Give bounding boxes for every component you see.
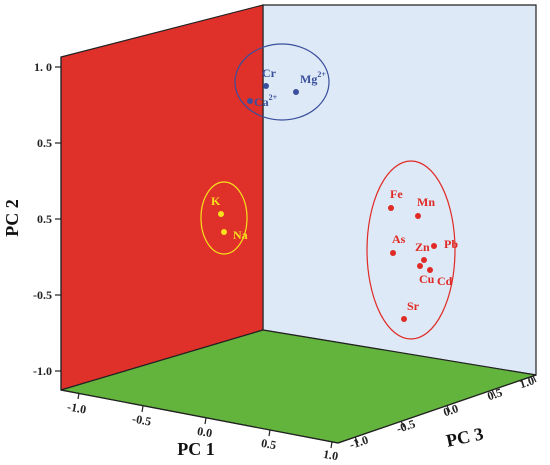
pc1-tick-label: 0.0 [196, 424, 213, 440]
pc1-tick-label: 1.0 [322, 447, 339, 463]
data-label-zn: Zn [415, 240, 430, 254]
data-point-cu [417, 263, 423, 269]
data-point-k [218, 211, 224, 217]
pc3-tick-label: -1.0 [348, 433, 370, 452]
pc1-tick-label: -0.5 [131, 412, 152, 429]
data-point-mn [415, 213, 421, 219]
data-label-pb: Pb [444, 237, 458, 251]
group-ellipse-red [366, 160, 456, 340]
pc3-tick-label: -0.5 [395, 417, 417, 436]
pc1-axis-title: PC 1 [177, 439, 215, 459]
pc3-axis-line [337, 374, 537, 444]
data-label-as: As [392, 232, 406, 246]
data-point-sr [401, 316, 407, 322]
data-label-cu: Cu [419, 272, 435, 286]
pc3-ticks [354, 375, 537, 444]
pc1-tick-label: 0.5 [260, 436, 277, 452]
pc2-tick-label: -0.5 [33, 288, 52, 302]
data-point-fe [388, 205, 394, 211]
pc3-tick-label: 1.0 [517, 373, 536, 391]
pc1-tick-label: -1.0 [66, 400, 87, 417]
data-point-cd [427, 267, 433, 273]
data-point-mg [293, 89, 299, 95]
data-point-ca [247, 98, 253, 104]
data-point-pb [431, 243, 437, 249]
group-ellipse-yellow [200, 181, 248, 255]
pc3-tick-label: 0.5 [485, 385, 504, 403]
pc1-axis-line [60, 389, 339, 444]
pc3-tick-label: 0.0 [441, 401, 460, 419]
pc2-axis-title: PC 2 [2, 199, 22, 237]
group-ellipse-blue [234, 43, 330, 121]
data-point-as [390, 250, 396, 256]
pc2-tick-label: 0.5 [37, 212, 52, 226]
left-wall [60, 4, 264, 391]
pc3-axis-title: PC 3 [444, 423, 485, 450]
data-label-k: K [211, 194, 221, 208]
pc2-ticks [55, 66, 61, 372]
pc2-tick-label: 0.5 [37, 136, 52, 150]
data-label-fe: Fe [390, 187, 403, 201]
data-point-zn [421, 257, 427, 263]
pc2-tick-label: -1.0 [33, 364, 52, 378]
pc1-ticks [77, 392, 333, 449]
data-label-sr: Sr [407, 299, 420, 313]
data-point-na [221, 229, 227, 235]
pc2-tick-label: 1. 0 [34, 60, 52, 74]
data-point-cr [263, 83, 269, 89]
data-label-mn: Mn [417, 195, 435, 209]
data-label-cr: Cr [262, 66, 277, 80]
data-label-na: Na [233, 228, 248, 242]
data-label-cd: Cd [437, 274, 453, 288]
